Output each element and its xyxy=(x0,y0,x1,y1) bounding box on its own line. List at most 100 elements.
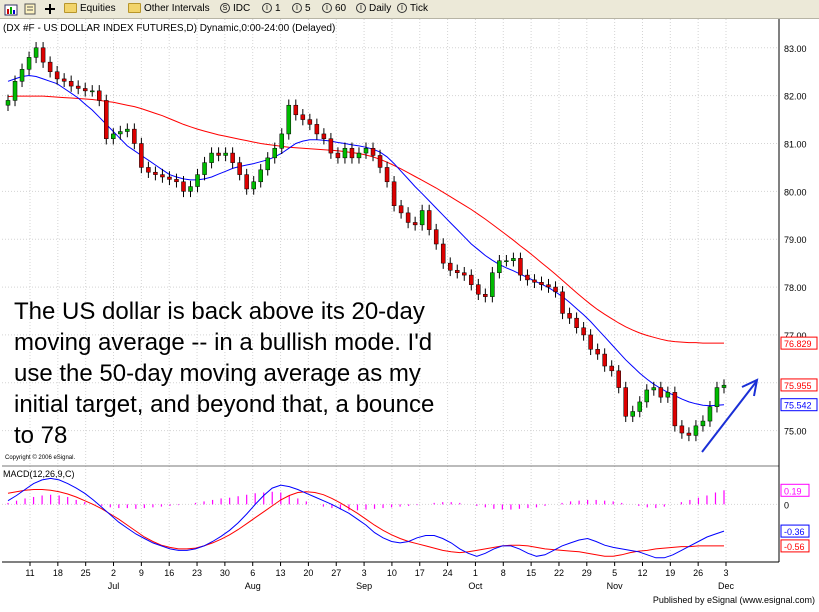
folder-icon xyxy=(64,3,77,14)
candle xyxy=(602,348,607,372)
candle-body xyxy=(574,317,579,328)
candle-body xyxy=(700,420,706,427)
chart-menu-icon[interactable] xyxy=(23,2,37,16)
crosshair-icon[interactable] xyxy=(43,2,57,16)
candle-body xyxy=(230,152,235,163)
y-tick-label: 81.00 xyxy=(784,140,807,150)
candle-body xyxy=(616,370,621,388)
candle xyxy=(68,75,74,92)
candle xyxy=(40,42,46,68)
interval-button-tick[interactable]: I Tick xyxy=(397,2,428,16)
equities-label: Equities xyxy=(80,3,116,14)
interval-icon: I xyxy=(397,3,407,14)
annotation-line: to 78 xyxy=(14,422,67,449)
candle-body xyxy=(384,167,390,183)
interval-button-idc[interactable]: S IDC xyxy=(220,2,250,16)
interval-button-60[interactable]: I 60 xyxy=(322,2,346,16)
candle-body xyxy=(714,387,720,407)
equities-menu[interactable]: Equities xyxy=(64,2,116,16)
price-grid xyxy=(2,19,779,562)
candle xyxy=(433,223,439,250)
candle xyxy=(483,288,488,303)
interval-label: IDC xyxy=(233,3,251,14)
candle xyxy=(700,415,706,432)
candle xyxy=(251,176,256,195)
candle-body xyxy=(447,262,453,271)
candle-body xyxy=(518,258,523,276)
candle-body xyxy=(602,353,607,367)
candle-body xyxy=(258,169,263,183)
candle xyxy=(335,147,341,164)
candle-body xyxy=(651,387,657,391)
month-label: Oct xyxy=(468,581,483,591)
interval-label: Daily xyxy=(369,3,392,14)
x-tick-label: 20 xyxy=(303,568,313,578)
macd-tag-label: -0.56 xyxy=(784,542,805,552)
other-intervals-menu[interactable]: Other Intervals xyxy=(128,2,210,16)
candle xyxy=(188,180,193,198)
macd-histogram xyxy=(7,490,725,511)
candle xyxy=(363,142,369,159)
candle xyxy=(33,42,39,64)
candle-body xyxy=(139,143,144,168)
candle xyxy=(26,51,32,76)
interval-icon: I xyxy=(322,3,332,14)
candle-body xyxy=(265,157,270,171)
price-tag-box xyxy=(780,398,818,412)
macd-line xyxy=(7,477,725,559)
candle-body xyxy=(525,274,530,281)
candle-body xyxy=(40,47,46,63)
candle xyxy=(391,176,397,212)
candle-body xyxy=(328,138,334,154)
candle-body xyxy=(567,313,572,319)
candle xyxy=(469,269,474,291)
candle xyxy=(623,381,628,423)
candle-body xyxy=(588,334,593,350)
candle xyxy=(244,168,249,195)
candle-body xyxy=(125,128,130,132)
x-tick-label: 12 xyxy=(637,568,647,578)
candle xyxy=(216,147,221,162)
x-tick-label: 22 xyxy=(554,568,564,578)
x-tick-label: 23 xyxy=(192,568,202,578)
candle-body xyxy=(391,181,397,206)
candle-body xyxy=(342,148,348,159)
month-label: Dec xyxy=(718,581,735,591)
candle xyxy=(560,286,565,320)
candle-body xyxy=(462,272,467,276)
candle-body xyxy=(223,152,228,156)
candle xyxy=(384,161,390,188)
macd-line-series xyxy=(7,477,725,559)
candle xyxy=(265,152,270,176)
candle xyxy=(370,142,376,162)
candle-body xyxy=(349,148,355,159)
candle xyxy=(54,65,60,85)
candle xyxy=(47,56,53,78)
candle-body xyxy=(419,210,425,226)
bar-chart-icon[interactable] xyxy=(4,2,18,16)
candle xyxy=(707,400,713,427)
footer: Published by eSignal (www.esignal.com) xyxy=(0,591,819,607)
price-tag-label: 76.829 xyxy=(784,339,812,349)
candle xyxy=(328,132,334,159)
annotation-line: initial target, and beyond that, a bounc… xyxy=(14,391,434,418)
macd-signal-line xyxy=(7,489,724,557)
candle xyxy=(412,216,418,231)
candle xyxy=(160,168,165,183)
candle xyxy=(658,381,664,403)
candle xyxy=(349,142,355,164)
candle xyxy=(174,173,179,188)
candle-body xyxy=(483,294,488,297)
candle-body xyxy=(504,260,509,262)
interval-button-daily[interactable]: I Daily xyxy=(356,2,391,16)
x-tick-label: 3 xyxy=(723,568,728,578)
candle-body xyxy=(560,291,565,314)
candle-body xyxy=(26,57,32,70)
macd-tag: -0.56 xyxy=(780,539,810,553)
candle xyxy=(714,381,720,413)
candle xyxy=(511,252,516,267)
interval-icon: I xyxy=(262,3,272,14)
macd-signal-series xyxy=(7,489,724,557)
